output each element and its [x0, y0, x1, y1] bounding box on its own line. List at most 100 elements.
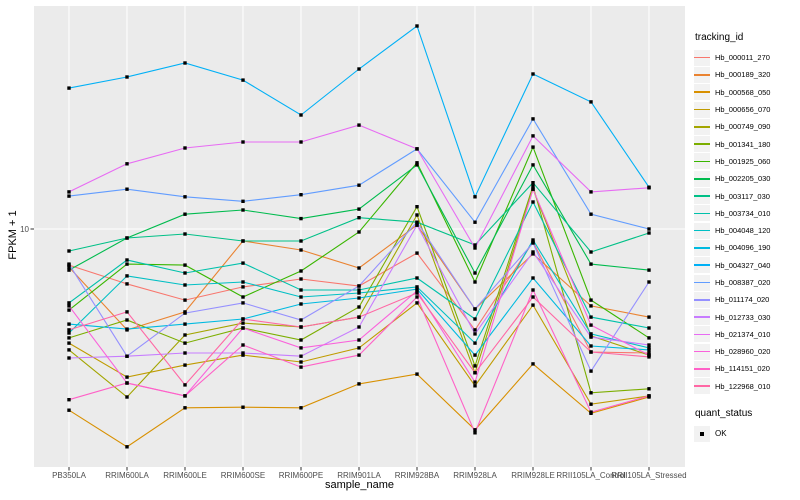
data-point: [473, 328, 477, 332]
legend-key-swatch: [694, 378, 710, 395]
data-point: [241, 321, 245, 325]
data-point: [183, 351, 187, 355]
data-point: [67, 249, 71, 253]
data-point: [299, 346, 303, 350]
legend-key-swatch: [694, 101, 710, 118]
data-point: [647, 315, 651, 319]
data-point: [589, 344, 593, 348]
data-point: [125, 327, 129, 331]
legend-key-swatch: [694, 136, 710, 153]
data-point: [647, 351, 651, 355]
legend-item: Hb_028960_020: [694, 343, 800, 360]
data-point: [241, 353, 245, 357]
data-point: [67, 398, 71, 402]
data-point: [125, 262, 129, 266]
data-point: [589, 350, 593, 354]
legend-item-label: Hb_012733_030: [715, 312, 771, 322]
legend-item-label: Hb_000568_050: [715, 87, 771, 97]
data-point: [357, 353, 361, 357]
data-point: [357, 284, 361, 288]
quant-status-label: OK: [715, 429, 727, 439]
data-point: [647, 326, 651, 330]
legend-color-line: [694, 74, 710, 76]
legend-item-label: Hb_028960_020: [715, 347, 771, 357]
data-point: [299, 365, 303, 369]
x-tick-label: RRIM600LA: [105, 471, 149, 480]
legend-key-swatch: [694, 326, 710, 343]
data-point: [357, 123, 361, 127]
legend-item-label: Hb_004048_120: [715, 226, 771, 236]
legend-item: Hb_114151_020: [694, 360, 800, 377]
legend-item: Hb_000568_050: [694, 84, 800, 101]
data-point: [299, 325, 303, 329]
legend-item: Hb_004096_190: [694, 239, 800, 256]
legend-key-swatch: [694, 343, 710, 360]
legend-color-line: [694, 299, 710, 301]
data-point: [299, 338, 303, 342]
data-point: [647, 348, 651, 352]
ok-point-marker: [700, 431, 704, 436]
data-point: [531, 187, 535, 191]
data-point: [415, 220, 419, 224]
data-point: [299, 277, 303, 281]
legend-item-label: Hb_122968_010: [715, 381, 771, 391]
data-points: [67, 24, 651, 449]
data-point: [589, 212, 593, 216]
legend-key-swatch: [694, 66, 710, 83]
legend-item-label: Hb_001925_060: [715, 156, 771, 166]
data-point: [473, 364, 477, 368]
legend-item: Hb_122968_010: [694, 378, 800, 395]
data-point: [473, 384, 477, 388]
legend-item-label: Hb_004327_040: [715, 260, 771, 270]
legend-key-swatch: [694, 274, 710, 291]
data-point: [415, 289, 419, 293]
x-axis-title: sample_name: [324, 479, 395, 491]
data-point: [589, 391, 593, 395]
legend-color-line: [694, 229, 710, 232]
data-point: [415, 291, 419, 295]
data-point: [357, 266, 361, 270]
legend-key-swatch: [694, 291, 710, 308]
data-point: [299, 295, 303, 299]
data-point: [473, 428, 477, 432]
data-point: [299, 140, 303, 144]
legend-item: Hb_004048_120: [694, 222, 800, 239]
data-point: [473, 271, 477, 275]
data-point: [67, 408, 71, 412]
legend-color-line: [694, 126, 710, 128]
legend-item: Hb_000656_070: [694, 101, 800, 118]
data-point: [241, 261, 245, 265]
data-point: [357, 305, 361, 309]
data-point: [241, 239, 245, 243]
data-point: [357, 325, 361, 329]
data-point: [183, 195, 187, 199]
data-point: [67, 331, 71, 335]
x-tick-label: RRIM928BA: [395, 471, 440, 480]
data-point: [183, 322, 187, 326]
legend-item: Hb_008387_020: [694, 274, 800, 291]
data-point: [531, 288, 535, 292]
data-point: [241, 285, 245, 289]
data-point: [67, 262, 71, 266]
legend-key-swatch: [694, 257, 710, 274]
data-point: [357, 338, 361, 342]
data-point: [183, 311, 187, 315]
legend-item: Hb_000749_090: [694, 118, 800, 135]
data-point: [299, 269, 303, 273]
data-point: [531, 134, 535, 138]
x-tick-label: RRII105LA_Stressed: [611, 471, 686, 480]
legend-color-line: [694, 333, 710, 336]
data-point: [415, 276, 419, 280]
data-point: [589, 410, 593, 414]
data-point: [589, 332, 593, 336]
data-point: [299, 354, 303, 358]
legend-color-line: [694, 56, 710, 59]
legend-item-label: Hb_001341_180: [715, 139, 771, 149]
legend-item-label: Hb_003117_030: [715, 191, 770, 201]
data-point: [415, 161, 419, 165]
data-point: [415, 163, 419, 167]
data-point: [183, 232, 187, 236]
data-point: [647, 336, 651, 340]
legend-item-label: Hb_011174_020: [715, 295, 770, 305]
data-point: [67, 348, 71, 352]
